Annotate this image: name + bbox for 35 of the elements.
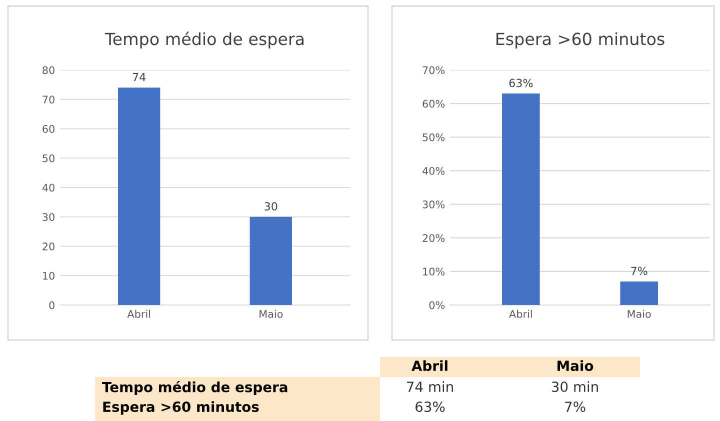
y-tick-label: 30%: [422, 200, 445, 208]
data-label: 30: [264, 202, 278, 211]
chart-title: Espera >60 minutos: [496, 32, 664, 48]
x-tick-label: Maio: [628, 310, 651, 318]
y-tick-label: 60%: [422, 100, 445, 108]
y-tick-label: 40%: [422, 166, 445, 175]
category-label: Abril: [412, 360, 448, 372]
chart-title: Tempo médio de espera: [104, 32, 304, 48]
text: 74 min: [407, 381, 453, 392]
x-tick-label: Abril: [509, 310, 532, 318]
text: 7%: [565, 402, 586, 412]
text: 30 min: [552, 381, 598, 392]
x-tick-label: Abril: [127, 310, 150, 318]
y-tick-label: 10%: [423, 268, 445, 276]
y-tick-label: 10: [43, 272, 54, 280]
data-label: 7%: [631, 266, 648, 276]
data-label: 63%: [509, 78, 533, 88]
y-tick-label: 50: [42, 154, 54, 162]
y-tick-label: 40: [42, 184, 54, 192]
y-tick-label: 60: [42, 124, 54, 133]
y-tick-label: 30: [42, 213, 54, 221]
y-tick-label: 20%: [422, 234, 445, 242]
category-label: Espera >60 minutos: [103, 401, 259, 415]
y-tick-label: 70%: [422, 66, 445, 74]
y-tick-label: 20: [42, 242, 54, 250]
data-label: 74: [132, 73, 146, 82]
y-tick-label: 80: [42, 66, 54, 74]
y-tick-label: 50%: [422, 133, 445, 142]
y-tick-label: 0%: [429, 301, 445, 310]
text: 63%: [416, 402, 445, 412]
x-tick-label: Maio: [260, 310, 283, 318]
y-tick-label: 70: [42, 96, 54, 104]
y-tick-label: 0: [49, 301, 54, 310]
category-label: Tempo médio de espera: [102, 381, 288, 395]
category-label: Maio: [558, 360, 594, 372]
